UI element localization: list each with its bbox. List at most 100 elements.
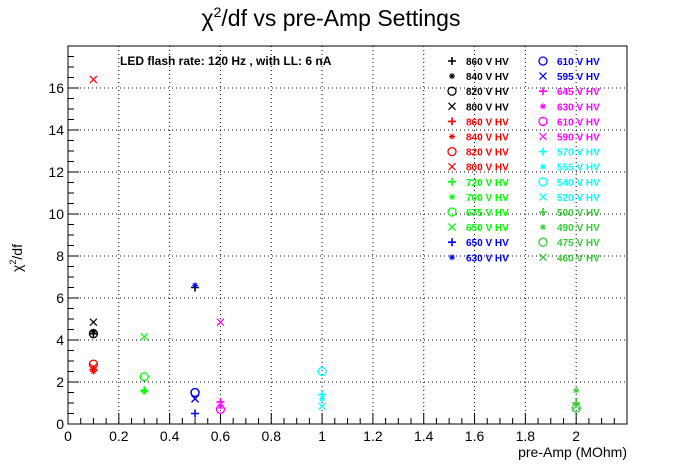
x-tick-label: 1.6 xyxy=(465,428,485,444)
legend-marker xyxy=(449,193,455,200)
legend-marker xyxy=(449,133,455,140)
legend-label: 675 V HV xyxy=(466,208,509,219)
data-point-star xyxy=(141,388,148,395)
legend-label: 860 V HV xyxy=(466,117,509,128)
legend-marker xyxy=(447,146,457,157)
legend-label: 720 V HV xyxy=(466,178,509,189)
legend-marker xyxy=(538,116,548,127)
legend-label: 610 V HV xyxy=(557,57,600,68)
data-point-circle xyxy=(88,359,99,369)
data-point-cross xyxy=(140,332,149,341)
x-tick-label: 1.8 xyxy=(516,428,536,444)
legend-marker xyxy=(448,162,456,171)
x-tick-label: 0 xyxy=(64,428,72,444)
x-tick-label: 2 xyxy=(572,428,580,444)
y-axis-label: χ2/df xyxy=(8,244,25,272)
data-point-circle xyxy=(317,366,327,377)
x-axis-label: pre-Amp (MOhm) xyxy=(518,444,627,460)
y-tick-label: 8 xyxy=(56,248,64,264)
legend-label: 800 V HV xyxy=(466,163,509,174)
data-point-cross xyxy=(89,318,98,327)
data-points xyxy=(88,75,581,418)
legend-marker xyxy=(540,163,546,170)
x-tick-label: 0.6 xyxy=(211,428,231,444)
legend-label: 700 V HV xyxy=(466,193,509,204)
legend: 860 V HV 840 V HV 820 V HV 800 V HV 860 V HV… xyxy=(447,56,600,264)
legend-label: 460 V HV xyxy=(557,253,600,264)
data-point-plus xyxy=(191,409,200,418)
legend-marker xyxy=(539,253,547,262)
legend-label: 610 V HV xyxy=(557,117,600,128)
y-tick-label: 0 xyxy=(56,416,64,432)
legend-marker xyxy=(540,103,546,110)
data-point-cross xyxy=(318,402,327,411)
legend-marker xyxy=(538,56,548,66)
legend-marker xyxy=(448,177,456,186)
legend-label: 820 V HV xyxy=(466,148,509,159)
legend-label: 860 V HV xyxy=(466,57,509,68)
x-tick-label: 1.2 xyxy=(363,428,383,444)
legend-label: 630 V HV xyxy=(466,253,509,264)
data-point-circle xyxy=(139,372,149,382)
x-tick-label: 0.4 xyxy=(160,428,180,444)
data-point-star xyxy=(319,395,326,402)
legend-label: 820 V HV xyxy=(466,87,509,98)
data-point-cross xyxy=(89,363,98,372)
legend-label: 645 V HV xyxy=(557,87,600,98)
x-tick-label: 1 xyxy=(318,428,326,444)
legend-marker xyxy=(447,207,457,217)
data-point-star xyxy=(217,403,224,410)
y-tick-label: 10 xyxy=(48,206,64,222)
data-point-cross xyxy=(191,394,199,403)
y-tick-label: 2 xyxy=(56,374,64,390)
legend-marker xyxy=(448,102,456,111)
data-point-circle xyxy=(88,329,99,339)
legend-marker xyxy=(539,132,547,141)
legend-label: 650 V HV xyxy=(466,238,509,249)
legend-marker xyxy=(540,224,546,231)
y-tick-label: 16 xyxy=(48,80,64,96)
legend-marker xyxy=(539,192,547,201)
y-tick-labels: 0 2 4 6 8 10 12 14 16 xyxy=(48,80,64,432)
legend-marker xyxy=(449,73,455,80)
y-tick-label: 6 xyxy=(56,290,64,306)
data-point-circle xyxy=(190,387,200,398)
legend-label: 500 V HV xyxy=(557,208,600,219)
y-tick-label: 12 xyxy=(48,164,64,180)
data-point-cross xyxy=(89,75,98,84)
x-tick-label: 0.8 xyxy=(262,428,282,444)
legend-marker xyxy=(539,87,547,96)
legend-marker xyxy=(448,57,456,65)
data-point-cross xyxy=(216,318,225,327)
legend-marker xyxy=(448,238,456,247)
legend-label: 590 V HV xyxy=(557,133,600,144)
legend-label: 630 V HV xyxy=(557,102,600,113)
legend-label: 490 V HV xyxy=(557,223,600,234)
x-tick-labels: 0 0.2 0.4 0.6 0.8 1 1.2 1.4 1.6 1.8 2 xyxy=(64,428,580,444)
legend-label: 650 V HV xyxy=(466,223,509,234)
legend-marker xyxy=(447,86,457,96)
y-tick-label: 14 xyxy=(48,122,64,138)
legend-marker xyxy=(539,147,547,156)
legend-marker xyxy=(539,208,547,216)
axis-ticks xyxy=(67,45,628,425)
legend-marker xyxy=(538,237,548,247)
legend-label: 475 V HV xyxy=(557,238,600,249)
legend-label: 555 V HV xyxy=(557,163,600,174)
legend-label: 595 V HV xyxy=(557,72,600,83)
legend-marker xyxy=(539,72,547,81)
data-point-star xyxy=(573,387,580,394)
data-point-circle xyxy=(215,404,226,414)
x-tick-label: 1.4 xyxy=(414,428,434,444)
legend-marker xyxy=(538,177,548,187)
legend-label: 540 V HV xyxy=(557,178,600,189)
legend-label: 840 V HV xyxy=(466,72,509,83)
legend-label: 520 V HV xyxy=(557,193,600,204)
data-point-star xyxy=(90,368,97,375)
legend-label: 840 V HV xyxy=(466,133,509,144)
chart-title: χ2/df vs pre-Amp Settings xyxy=(202,4,461,31)
legend-label: 800 V HV xyxy=(466,102,509,113)
legend-marker xyxy=(448,223,456,232)
